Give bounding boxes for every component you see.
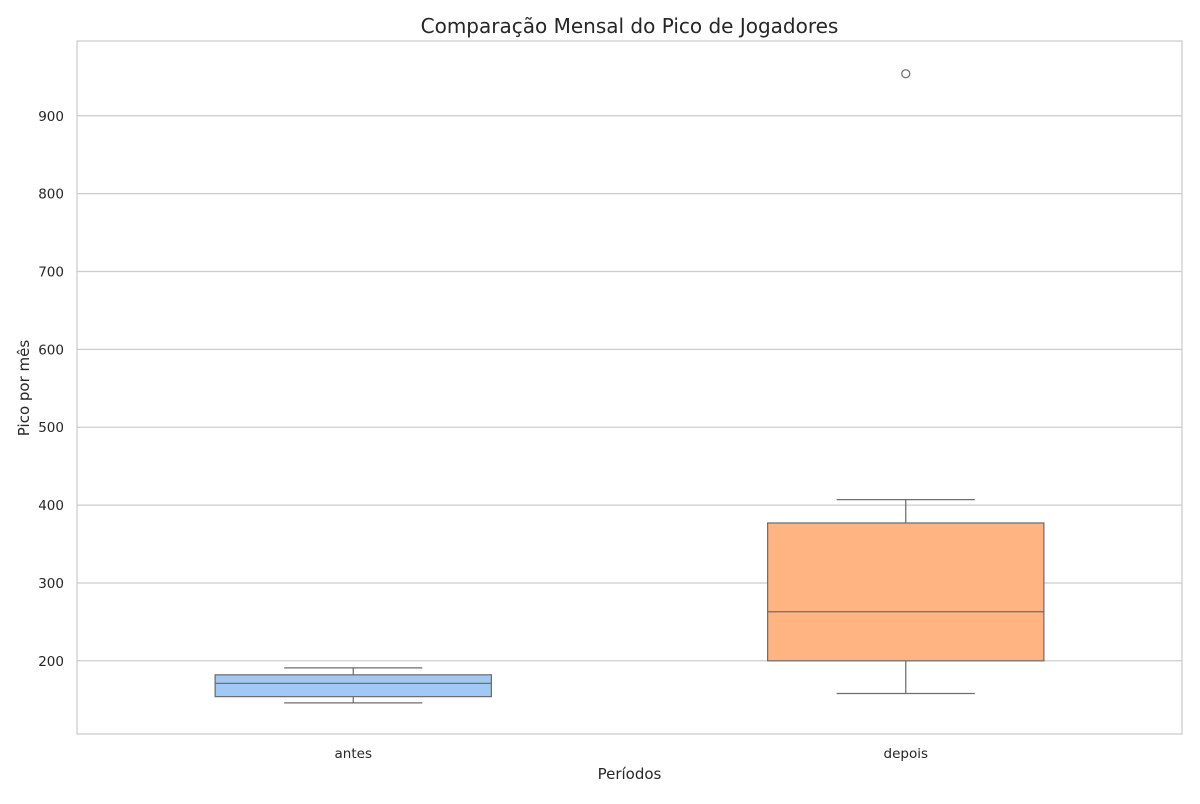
- y-tick-labels: 200 300 400 500 600 700 800 900: [38, 109, 64, 670]
- y-tick-label: 400: [38, 498, 64, 514]
- box-depois: [767, 69, 1045, 695]
- x-tick-labels: antes depois: [335, 746, 928, 762]
- y-tick-label: 900: [38, 109, 64, 125]
- y-tick-label: 300: [38, 576, 64, 592]
- y-tick-label: 500: [38, 420, 64, 436]
- outlier-point: [901, 69, 911, 79]
- chart-title: Comparação Mensal do Pico de Jogadores: [421, 14, 839, 38]
- y-tick-label: 800: [38, 187, 64, 203]
- y-tick-label: 700: [38, 264, 64, 280]
- x-axis-label: Períodos: [598, 765, 662, 783]
- grid-lines: [77, 115, 1182, 662]
- x-tick-label: depois: [884, 746, 929, 762]
- box-body: [214, 674, 492, 698]
- y-axis-label: Pico por mês: [15, 340, 33, 437]
- x-tick-label: antes: [335, 746, 372, 762]
- y-tick-label: 200: [38, 654, 64, 670]
- plot-frame: [76, 40, 1183, 735]
- box-series: [214, 69, 1045, 704]
- box-antes: [214, 667, 492, 704]
- y-tick-label: 600: [38, 342, 64, 358]
- box-body: [767, 522, 1045, 662]
